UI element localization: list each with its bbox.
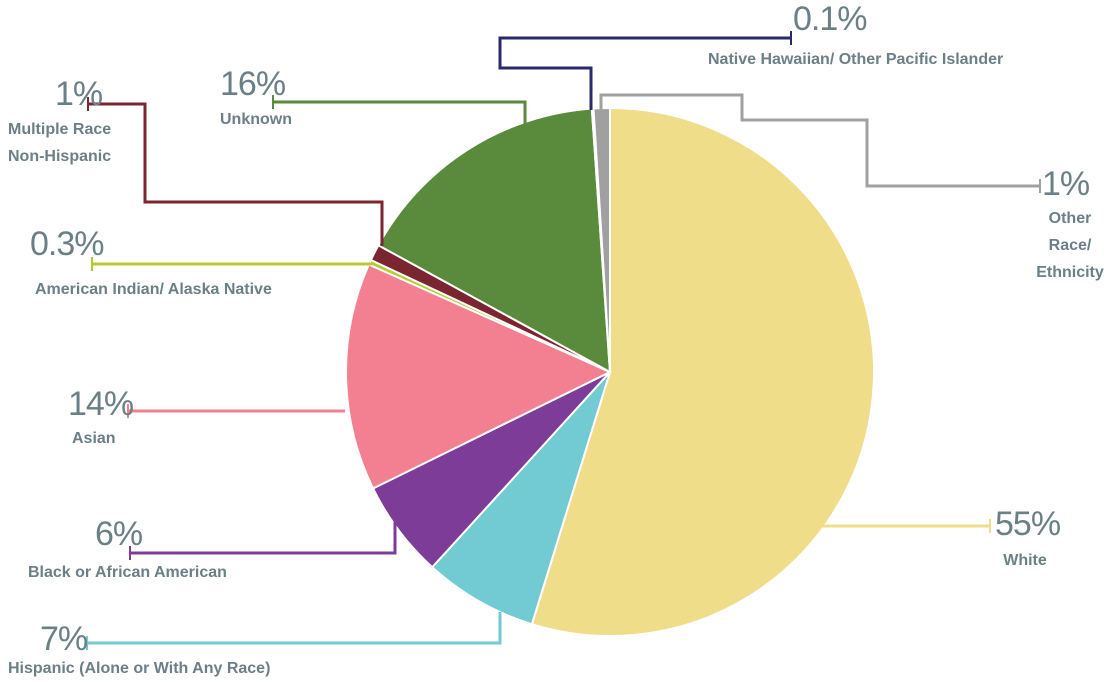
leader-line: [273, 100, 527, 125]
category-label: Multiple Race Non-Hispanic: [8, 121, 112, 165]
value-label: 55%: [995, 505, 1061, 543]
category-label: American Indian/ Alaska Native: [35, 281, 272, 298]
value-label: 0.1%: [793, 0, 867, 38]
category-label: Other Race/ Ethnicity: [1036, 210, 1104, 281]
value-label: 1%: [55, 75, 103, 113]
category-label: Unknown: [220, 111, 292, 128]
pie-slice: [377, 107, 612, 374]
value-label: 6%: [95, 515, 143, 553]
pie-slice: [345, 263, 613, 490]
leader-line: [130, 520, 397, 555]
leader-line: [599, 93, 1040, 188]
value-label: 16%: [220, 65, 286, 103]
value-label: 1%: [1042, 165, 1090, 203]
category-label: White: [1003, 552, 1047, 569]
value-label: 7%: [40, 620, 88, 658]
category-label: Native Hawaiian/ Other Pacific Islander: [708, 51, 1004, 68]
value-label: 14%: [68, 385, 134, 423]
pie-slice: [430, 371, 611, 626]
leader-line: [498, 36, 791, 110]
category-label: Hispanic (Alone or With Any Race): [8, 660, 271, 677]
pie-slice: [530, 106, 876, 637]
leader-line: [88, 102, 384, 246]
value-label: 0.3%: [30, 225, 104, 263]
category-label: Asian: [72, 430, 116, 447]
category-label: Black or African American: [28, 564, 227, 581]
leader-line: [87, 612, 502, 645]
